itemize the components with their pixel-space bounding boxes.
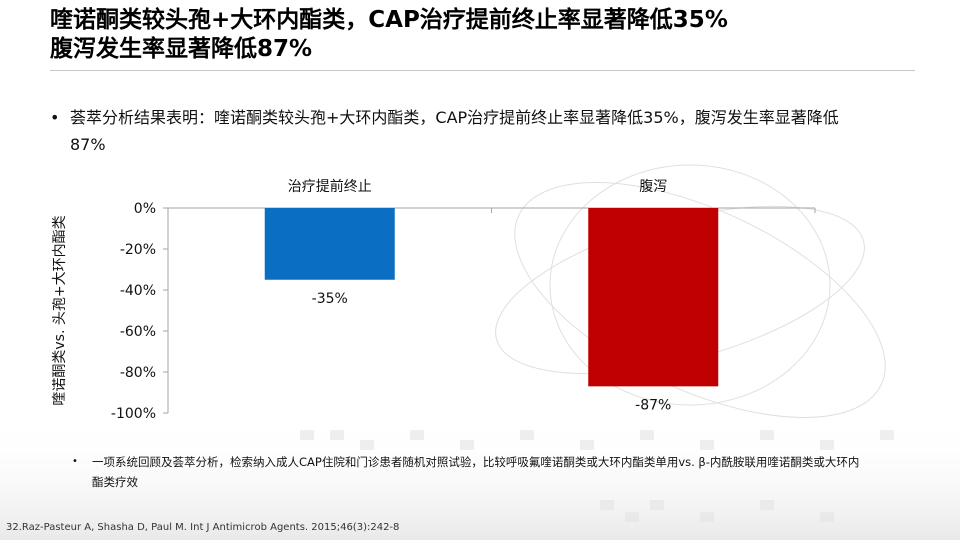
category-label: 治疗提前终止 (288, 178, 372, 195)
y-axis-label: 喹诺酮类vs. 头孢+大环内酯类 (52, 215, 68, 405)
y-tick-label: 0% (134, 201, 156, 217)
title-divider (50, 70, 915, 71)
data-label: -35% (312, 291, 348, 307)
data-label: -87% (635, 397, 671, 413)
y-tick-label: -40% (120, 283, 156, 299)
slide-title-line2: 腹泻发生率显著降低87% (50, 36, 313, 62)
category-label: 腹泻 (639, 178, 667, 195)
bar-2 (588, 208, 719, 387)
bullet-dot-icon: • (50, 108, 60, 127)
y-tick-label: -60% (120, 324, 156, 340)
slide-title: 喹诺酮类较头孢+大环内酯类，CAP治疗提前终止率显著降低35% 腹泻发生率显著降… (50, 6, 910, 64)
footnote-text: 一项系统回顾及荟萃分析，检索纳入成人CAP住院和门诊患者随机对照试验，比较呼吸氟… (92, 455, 860, 489)
summary-text: 荟萃分析结果表明：喹诺酮类较头孢+大环内酯类，CAP治疗提前终止率显著降低35%… (70, 108, 839, 154)
bar-1 (264, 208, 395, 280)
y-tick-label: -100% (111, 406, 156, 422)
y-tick-label: -80% (120, 365, 156, 381)
footnote-bullet-icon: • (72, 456, 78, 467)
y-tick-label: -20% (120, 242, 156, 258)
slide-title-line1: 喹诺酮类较头孢+大环内酯类，CAP治疗提前终止率显著降低35% (50, 7, 728, 33)
reference-citation: 32.Raz-Pasteur A, Shasha D, Paul M. Int … (6, 522, 400, 533)
